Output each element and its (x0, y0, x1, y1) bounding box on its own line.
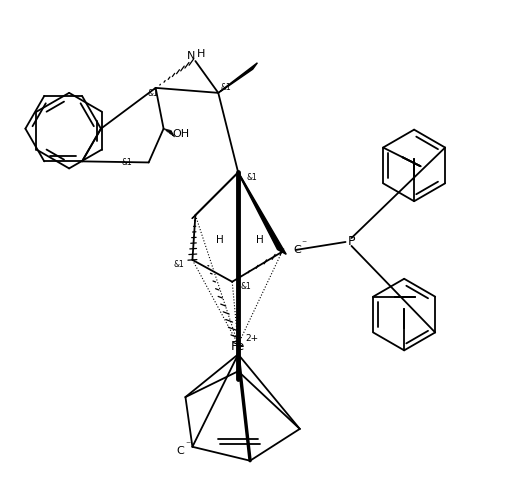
Polygon shape (218, 63, 257, 93)
Text: &1: &1 (174, 261, 184, 269)
Text: P: P (348, 236, 355, 249)
Text: &1: &1 (221, 83, 231, 92)
Text: H: H (197, 49, 206, 59)
Text: OH: OH (172, 129, 189, 139)
Text: &1: &1 (121, 158, 132, 167)
Text: &1: &1 (240, 282, 251, 291)
Text: C: C (177, 446, 184, 456)
Text: N: N (187, 51, 196, 61)
Text: H: H (256, 235, 264, 245)
Text: ⁻: ⁻ (185, 440, 190, 450)
Text: C: C (293, 245, 301, 255)
Text: ⁻: ⁻ (301, 239, 306, 249)
Polygon shape (192, 172, 239, 218)
Text: 2+: 2+ (246, 334, 259, 343)
Text: &1: &1 (246, 173, 257, 182)
Text: Fe: Fe (231, 340, 245, 353)
Text: H: H (217, 235, 224, 245)
Text: &1: &1 (147, 89, 158, 98)
Polygon shape (238, 172, 286, 254)
